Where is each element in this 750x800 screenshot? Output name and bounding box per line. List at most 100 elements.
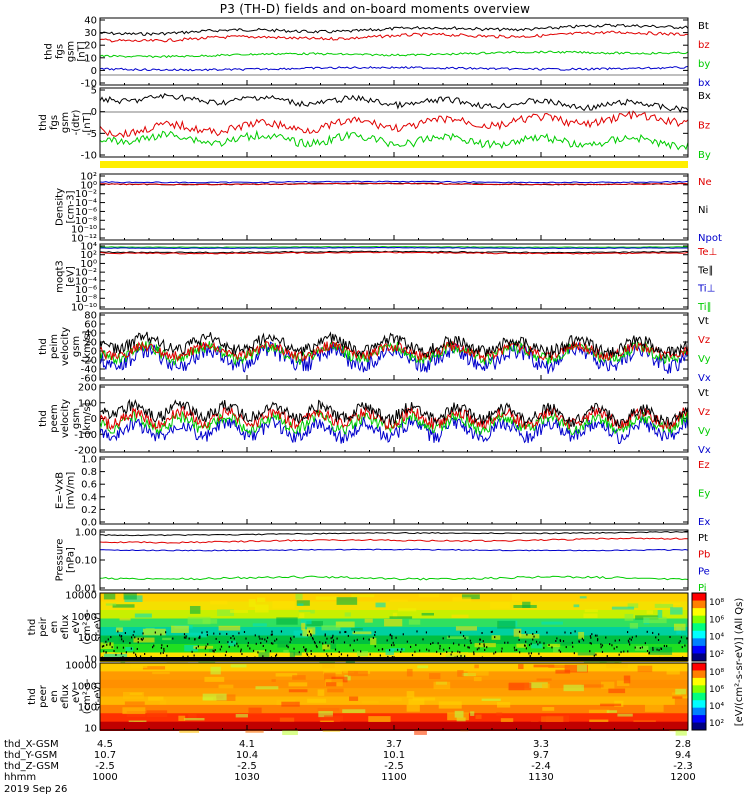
heatmap-dot — [166, 654, 168, 657]
heatmap-dot — [195, 647, 197, 650]
colorbar-bottom-tick: 10⁶ — [709, 685, 724, 695]
heatmap-dot — [543, 646, 545, 649]
heatmap-dot — [300, 633, 302, 636]
ytick-label: 10⁰ — [80, 259, 97, 270]
heatmap-dot — [484, 649, 486, 652]
heatmap-dot — [432, 641, 434, 644]
heatmap-cell — [536, 678, 552, 681]
series-line-Bx — [99, 93, 689, 113]
heatmap-dot — [249, 647, 251, 650]
heatmap-dot — [656, 648, 658, 651]
heatmap-cell — [142, 666, 166, 670]
heatmap-cell — [322, 644, 331, 650]
heatmap-dot — [416, 630, 418, 633]
heatmap-dot — [332, 634, 334, 637]
heatmap-dot — [312, 638, 314, 641]
panel-9-ylabel: thd peir en eflux eV (cm²-s-sr-eV) — [27, 609, 104, 645]
heatmap-cell — [629, 622, 639, 629]
series-line-Ti-perp — [99, 246, 689, 250]
xaxis-value: -2.5 — [384, 761, 404, 772]
heatmap-dot — [214, 648, 216, 651]
heatmap-dot — [525, 640, 527, 643]
heatmap-dot — [266, 636, 269, 639]
heatmap-cell — [606, 663, 628, 669]
ylabel-line: Density — [55, 188, 66, 226]
heatmap-cell — [347, 670, 368, 677]
heatmap-dot — [463, 644, 466, 647]
heatmap-cell — [134, 613, 152, 618]
colorbar-top-tick: 10² — [709, 650, 724, 660]
heatmap-dot — [270, 642, 273, 645]
xaxis-value: 10.7 — [94, 750, 116, 761]
heatmap-cell — [130, 663, 148, 669]
heatmap-dot — [234, 644, 236, 647]
heatmap-cell — [298, 609, 311, 612]
heatmap-dot — [212, 649, 214, 652]
heatmap-dot — [686, 637, 688, 640]
ylabel-line: [km/s] — [82, 402, 93, 434]
heatmap-dot — [402, 633, 404, 636]
heatmap-dot — [144, 652, 146, 655]
heatmap-dot — [396, 648, 399, 651]
heatmap-dot — [353, 630, 356, 633]
heatmap-cell — [368, 716, 391, 724]
heatmap-dot — [132, 634, 134, 637]
heatmap-dot — [120, 635, 122, 638]
heatmap-cell — [296, 600, 310, 606]
heatmap-cell — [581, 684, 604, 688]
plot-title: P3 (TH-D) fields and on-board moments ov… — [219, 2, 531, 16]
heatmap-cell — [608, 688, 626, 694]
heatmap-cell — [302, 629, 313, 637]
heatmap-cell — [579, 596, 587, 599]
heatmap-cell — [406, 668, 413, 677]
heatmap-cell — [686, 632, 688, 637]
heatmap-dot — [327, 644, 329, 647]
legend-Vz: Vz — [698, 407, 710, 418]
ytick-label: 10 — [84, 724, 97, 735]
heatmap-dot — [594, 634, 597, 637]
heatmap-cell — [145, 627, 155, 634]
heatmap-dot — [161, 644, 163, 647]
heatmap-dot — [325, 641, 327, 644]
heatmap-dot — [226, 632, 228, 635]
ylabel-line: Pressure — [55, 539, 66, 582]
heatmap-dot — [115, 653, 117, 656]
heatmap-cell — [159, 699, 167, 705]
heatmap-dot — [193, 654, 195, 657]
heatmap-dot — [313, 640, 316, 643]
heatmap-cell — [617, 713, 633, 717]
xaxis-value: 9.4 — [675, 750, 691, 761]
colorbar-bottom-swatch — [692, 700, 706, 709]
heatmap-dot — [483, 645, 485, 648]
heatmap-cell — [541, 621, 563, 625]
heatmap-cell — [364, 618, 373, 623]
ylabel-line: en — [49, 621, 60, 634]
heatmap-cell — [644, 704, 664, 712]
legend-Ex: Ex — [698, 517, 710, 528]
heatmap-dot — [556, 637, 558, 640]
heatmap-dot — [105, 651, 107, 654]
heatmap-cell — [474, 642, 496, 648]
heatmap-dot — [330, 653, 332, 656]
heatmap-dot — [343, 641, 346, 644]
heatmap-dot — [247, 641, 249, 644]
heatmap-dot — [289, 637, 292, 640]
heatmap-cell — [473, 676, 482, 682]
heatmap-cell — [392, 612, 398, 618]
heatmap-dot — [482, 640, 484, 643]
heatmap-dot — [150, 655, 152, 658]
colorbar-bottom-swatch — [692, 677, 706, 686]
heatmap-cell — [624, 613, 634, 621]
series-line-Pt — [100, 530, 689, 537]
data-quality-bar — [100, 161, 688, 168]
heatmap-cell — [461, 594, 480, 600]
heatmap-dot — [460, 654, 462, 657]
heatmap-cell — [438, 701, 462, 709]
heatmap-cell — [210, 600, 228, 605]
heatmap-cell — [455, 626, 477, 631]
colorbar-top-tick: 10⁶ — [709, 615, 724, 625]
heatmap-dot — [101, 645, 104, 648]
heatmap-dot — [513, 646, 515, 649]
ylabel-line: [nPa] — [66, 547, 77, 573]
heatmap-cell — [418, 593, 440, 598]
